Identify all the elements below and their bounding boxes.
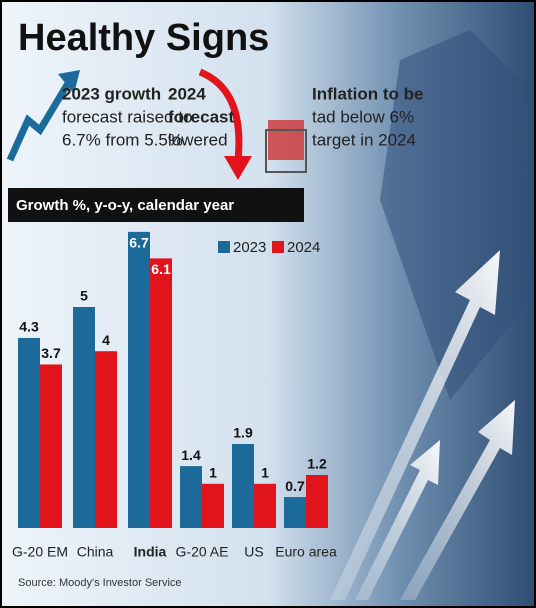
chart-title: Healthy Signs <box>18 17 269 59</box>
annotation-line: 6.7% from 5.5% <box>62 130 183 149</box>
decor-arrow <box>330 250 500 600</box>
annotation-line: target in 2024 <box>312 130 416 149</box>
value-label: 4.3 <box>19 319 39 335</box>
bar <box>180 466 202 528</box>
value-label: 1.9 <box>233 425 253 441</box>
value-label: 1 <box>261 465 269 481</box>
value-label: 1.4 <box>181 447 201 463</box>
x-tick-label: India <box>134 544 167 560</box>
cart-icon <box>268 120 304 160</box>
annotation-line: tad below 6% <box>312 107 414 126</box>
value-label: 6.7 <box>129 235 149 251</box>
value-label: 5 <box>80 288 88 304</box>
subtitle-band <box>8 188 304 222</box>
bar <box>232 444 254 528</box>
bar <box>18 337 40 528</box>
bar <box>95 351 117 528</box>
value-label: 1 <box>209 465 217 481</box>
annotation-line: 2023 growth <box>62 84 161 103</box>
decor-arrow <box>400 400 515 600</box>
value-label: 0.7 <box>285 478 305 494</box>
x-tick-label: G-20 AE <box>176 544 229 560</box>
bar <box>284 497 306 528</box>
source: Source: Moody's Investor Service <box>18 577 182 589</box>
legend-swatch <box>272 241 284 253</box>
x-tick-label: Euro area <box>275 544 337 560</box>
cart-icon <box>265 129 307 173</box>
value-label: 3.7 <box>41 345 61 361</box>
up-arrow-icon <box>58 70 80 94</box>
bar <box>40 364 62 528</box>
subtitle: Growth %, y-o-y, calendar year <box>16 197 234 214</box>
annotation-line: Inflation to be <box>312 84 423 103</box>
bar <box>73 307 95 528</box>
x-tick-label: G-20 EM <box>12 544 68 560</box>
down-arrow-icon <box>224 156 252 180</box>
bar <box>202 483 224 528</box>
bar <box>306 474 328 528</box>
bar <box>150 258 172 528</box>
down-arrow-icon <box>198 68 243 161</box>
annotation-line: forecast <box>168 107 234 126</box>
legend-swatch <box>218 241 230 253</box>
decor-arrow <box>355 440 440 600</box>
annotation-line: forecast raised to <box>62 107 192 126</box>
value-label: 4 <box>102 332 110 348</box>
legend-label: 2023 <box>233 239 266 256</box>
annotation-line: lowered <box>168 130 228 149</box>
x-tick-label: US <box>244 544 263 560</box>
legend-label: 2024 <box>287 239 320 256</box>
bar <box>128 231 150 529</box>
annotation-line: 2024 <box>168 84 206 103</box>
up-arrow-icon <box>6 78 74 162</box>
x-tick-label: China <box>77 544 114 560</box>
value-label: 1.2 <box>307 456 327 472</box>
bar <box>254 483 276 528</box>
value-label: 6.1 <box>151 261 171 277</box>
